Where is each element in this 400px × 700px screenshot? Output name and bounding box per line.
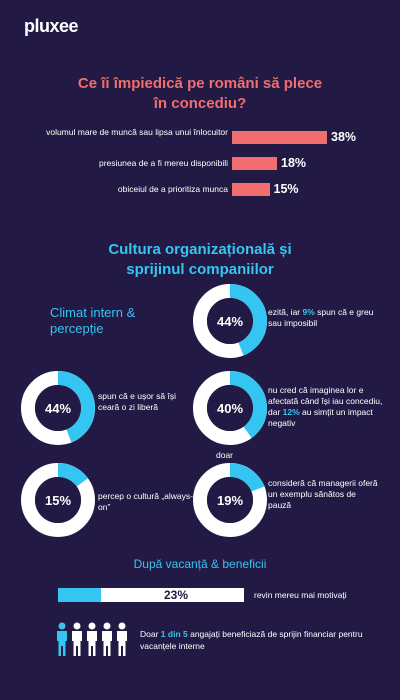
donut-chart: 44% xyxy=(193,284,267,358)
donut-chart: 44% xyxy=(21,371,95,445)
donut-prefix: doar xyxy=(216,450,234,460)
section2-title: Cultura organizațională și sprijinul com… xyxy=(108,241,292,278)
body-text: Doar xyxy=(140,629,161,639)
highlight-text: 1 din 5 xyxy=(160,629,188,639)
bar-label: presiunea de a fi mereu disponibili xyxy=(99,158,228,168)
body-text: au simțit un impact negativ xyxy=(268,407,373,428)
donut-description: percep o cultură „always-on” xyxy=(98,491,198,513)
bar xyxy=(232,183,270,196)
section1-title: Ce îi împiedică pe români să plece în co… xyxy=(77,75,323,112)
pluxee-logo: pluxee xyxy=(24,16,79,36)
body-text: spun că e greu sau imposibil xyxy=(268,307,374,328)
motivation-progress-bar: 23% xyxy=(58,588,244,602)
donut-slice xyxy=(193,284,267,358)
donut-value-label: 44% xyxy=(45,401,71,416)
person-icon xyxy=(72,622,82,656)
donut-slice xyxy=(193,371,267,445)
bar xyxy=(232,131,327,144)
donut-slice xyxy=(21,463,95,537)
donut-hole xyxy=(207,477,253,523)
financial-support-text: Doar 1 din 5 angajați beneficiază de spr… xyxy=(140,628,376,652)
bar-label: volumul mare de muncă sau lipsa unui înl… xyxy=(46,126,228,137)
people-icons xyxy=(57,622,127,656)
donut-description: spun că e ușor să își ceară o zi liberă xyxy=(98,391,198,413)
donut-value-label: 40% xyxy=(217,401,243,416)
bar xyxy=(232,157,277,170)
person-icon xyxy=(87,622,97,656)
motivation-progress-value: 23% xyxy=(163,588,188,602)
person-icon xyxy=(57,622,67,656)
donut-chart: 19% xyxy=(193,463,267,537)
donut-hole xyxy=(35,385,81,431)
donut-hole xyxy=(207,298,253,344)
donut-chart: 15% xyxy=(21,463,95,537)
donut-description: ezită, iar 9% spun că e greu sau imposib… xyxy=(268,307,383,329)
bar-value-label: 15% xyxy=(273,182,299,196)
donut-slice xyxy=(21,371,95,445)
donut-description: nu cred că imaginea lor e afectată când … xyxy=(268,385,386,429)
body-text: consideră că managerii oferă un exemplu … xyxy=(268,478,378,510)
person-icon xyxy=(117,622,127,656)
bar-value-label: 38% xyxy=(331,130,357,144)
climate-subtitle: Climat intern & percepție xyxy=(50,305,136,336)
donut-hole xyxy=(35,477,81,523)
donut-value-label: 15% xyxy=(45,493,71,508)
body-text: angajați beneficiază de sprijin financia… xyxy=(140,629,363,651)
highlight-text: 12% xyxy=(282,407,300,417)
body-text: ezită, iar xyxy=(268,307,303,317)
donut-hole xyxy=(207,385,253,431)
highlight-text: 9% xyxy=(302,307,315,317)
section3-title: După vacanță & beneficii xyxy=(133,557,267,571)
motivation-progress-fill xyxy=(58,588,101,602)
donut-value-label: 44% xyxy=(217,314,243,329)
motivation-text: revin mereu mai motivați xyxy=(254,590,347,600)
bar-label: obiceiul de a prioritiza munca xyxy=(117,184,228,194)
donut-value-label: 19% xyxy=(217,493,243,508)
donut-description: consideră că managerii oferă un exemplu … xyxy=(268,478,378,511)
bar-value-label: 18% xyxy=(281,156,307,170)
body-text: nu cred că imaginea lor e afectată când … xyxy=(268,385,383,417)
donut-chart: 40% xyxy=(193,371,267,445)
people-pictogram xyxy=(56,622,136,663)
donut-slice xyxy=(193,463,267,537)
body-text: spun că e ușor să își ceară o zi liberă xyxy=(98,391,176,412)
person-icon xyxy=(102,622,112,656)
body-text: percep o cultură „always-on” xyxy=(98,491,193,512)
